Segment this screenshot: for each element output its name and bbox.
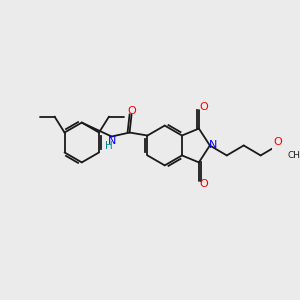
Text: CH₃: CH₃ <box>288 151 300 160</box>
Text: O: O <box>199 102 208 112</box>
Text: O: O <box>199 179 208 189</box>
Text: H: H <box>105 142 113 152</box>
Text: N: N <box>209 140 218 151</box>
Text: N: N <box>107 136 116 146</box>
Text: O: O <box>273 137 282 147</box>
Text: O: O <box>127 106 136 116</box>
